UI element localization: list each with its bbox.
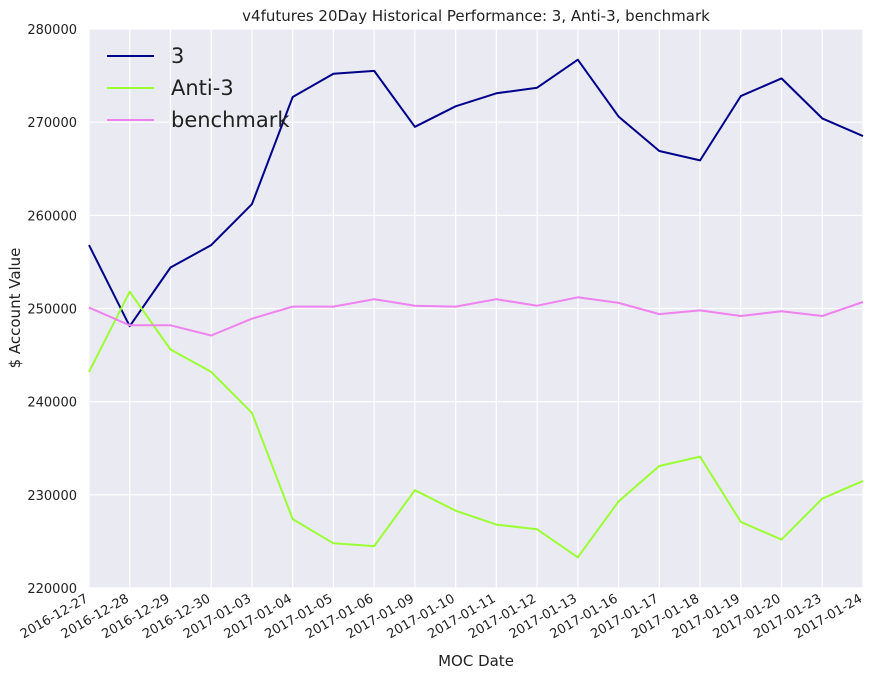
chart-title: v4futures 20Day Historical Performance: … xyxy=(242,7,710,25)
series-line-1 xyxy=(88,290,864,559)
y-tick-label: 250000 xyxy=(27,303,77,318)
y-tick-label: 270000 xyxy=(27,116,77,131)
series-lines xyxy=(88,58,864,559)
series-line-0 xyxy=(88,58,864,328)
y-tick-label: 230000 xyxy=(27,489,77,504)
y-axis-label: $ Account Value xyxy=(6,248,24,369)
series-line-2 xyxy=(88,296,864,337)
legend: 3 Anti-3 benchmark xyxy=(107,44,290,132)
y-tick-label: 240000 xyxy=(27,396,77,411)
legend-label: benchmark xyxy=(171,108,290,132)
y-tick-label: 280000 xyxy=(27,23,77,38)
legend-label: Anti-3 xyxy=(171,76,234,100)
y-tick-label: 220000 xyxy=(27,582,77,597)
y-tick-label: 260000 xyxy=(27,209,77,224)
legend-label: 3 xyxy=(171,44,184,68)
x-axis-label: MOC Date xyxy=(438,652,514,670)
y-tick-labels: 220000 230000 240000 250000 260000 270000 2800… xyxy=(27,23,77,597)
grid-lines xyxy=(88,28,864,589)
x-tick-labels: 2016-12-272016-12-282016-12-292016-12-30… xyxy=(18,591,865,642)
